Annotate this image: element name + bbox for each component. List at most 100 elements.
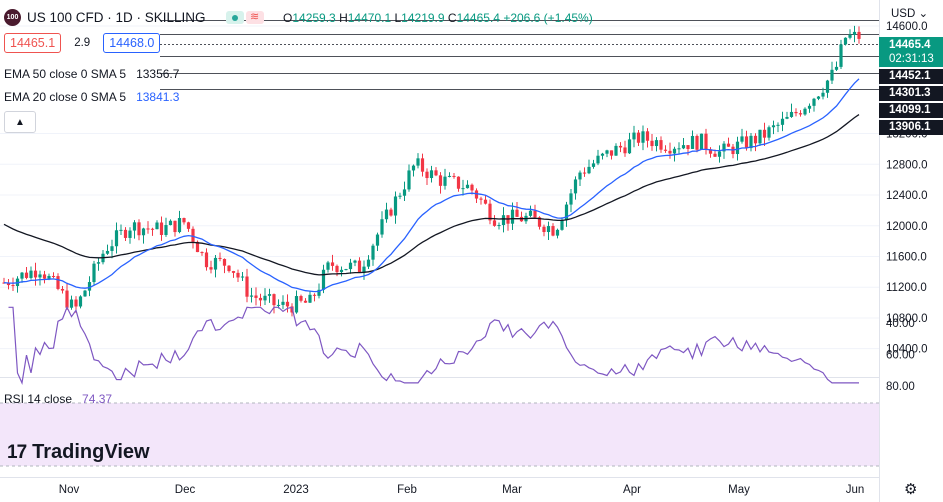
candle-body [344,269,348,271]
candle-body [726,143,731,147]
candle-body [263,295,267,301]
candle-body [425,171,429,179]
candle-body [461,188,465,190]
rsi-legend[interactable]: RSI 14 close 74.37 [4,392,113,406]
candle-body [92,263,96,283]
candle-body [380,219,384,235]
candle-body [173,220,177,233]
candle-body [308,294,312,303]
candle-body [753,135,758,144]
time-labels: Nov Dec 2023 Feb Mar Apr May Jun [59,484,865,496]
candle-body [551,226,555,236]
candle-body [254,295,258,298]
status-pill[interactable]: ≋ [225,11,264,24]
time-label: Dec [175,484,196,496]
candle-body [69,299,74,308]
candle-body [470,184,474,191]
candle-body [767,127,771,138]
candle-body [141,228,146,236]
candle-body [398,195,402,197]
candle-body [6,282,11,286]
candle-body [627,139,632,154]
sell-button[interactable]: 14465.1 [4,33,62,53]
level-label-2: 14301.3 [879,86,943,101]
candle-body [456,176,461,189]
candle-body [123,229,128,238]
candle-body [591,163,596,167]
candle-body [537,217,542,227]
candle-body [312,294,317,296]
candle-body [578,172,582,180]
candle-body [186,222,191,229]
price-tick: 12800.0 [886,159,928,171]
candle-body [632,132,636,140]
candle-body [389,209,393,216]
candle-body [798,113,803,115]
symbol-header[interactable]: 100 US 100 CFD · 1D · SKILLING ≋ [4,9,264,26]
candle-body [717,151,722,157]
gear-icon[interactable]: ⚙ [904,481,918,498]
candle-body [830,69,834,81]
rsi-ticks: 80.00 60.00 40.00 [886,318,915,393]
candle-body [222,258,227,266]
candle-body [51,275,56,277]
candles [2,25,861,317]
level-label-1: 14452.1 [879,69,943,84]
candle-body [641,131,645,143]
candle-body [285,301,290,307]
candle-body [663,149,668,151]
time-label: 2023 [283,484,309,496]
candle-body [321,269,326,290]
candle-body [303,300,308,303]
buy-button[interactable]: 14468.0 [103,33,161,53]
currency-selector[interactable]: USD ⌄ [891,8,929,20]
candle-body [245,276,249,297]
candle-body [362,266,366,273]
candle-body [42,274,47,279]
quote-box[interactable]: 14465.1 2.9 14468.0 [4,33,161,53]
candle-body [402,189,407,196]
candle-body [758,129,762,144]
ema50-legend[interactable]: EMA 50 close 0 SMA 5 13356.7 [4,67,180,81]
candle-body [128,230,132,238]
candle-body [843,37,848,45]
candle-body [803,108,807,115]
price-ticks: 14600.013200.012800.012400.012000.011600… [886,21,928,356]
candle-body [24,272,29,278]
symbol-title[interactable]: US 100 CFD · 1D · SKILLING [27,10,206,25]
candle-body [231,271,236,273]
candle-body [722,143,726,152]
candle-body [839,44,843,67]
ema20-legend[interactable]: EMA 20 close 0 SMA 5 13841.3 [4,90,180,104]
candle-body [236,272,240,278]
candle-body [789,111,794,117]
candle-body [780,118,785,125]
candle-body [209,267,213,270]
candle-body [20,272,24,279]
candle-body [375,234,380,246]
chevron-up-icon[interactable]: ▲ [4,111,36,133]
candle-body [137,222,141,236]
candle-body [618,145,623,148]
candle-body [110,246,114,251]
candle-body [560,220,564,230]
candle-body [690,135,695,149]
candle-body [762,129,767,138]
time-label: Mar [502,484,522,496]
candle-body [146,228,150,230]
tradingview-logo[interactable]: 17 TradingView [7,441,150,463]
candle-body [443,176,447,186]
candle-body [294,296,299,313]
candle-body [488,203,492,221]
candle-body [614,145,618,156]
candle-body [33,270,38,278]
candle-body [452,175,456,177]
candle-body [672,148,677,154]
candle-body [227,265,231,272]
candle-body [317,289,321,296]
candle-body [114,230,119,247]
candle-body [605,150,609,154]
candle-body [735,141,740,155]
candle-body [533,210,537,218]
